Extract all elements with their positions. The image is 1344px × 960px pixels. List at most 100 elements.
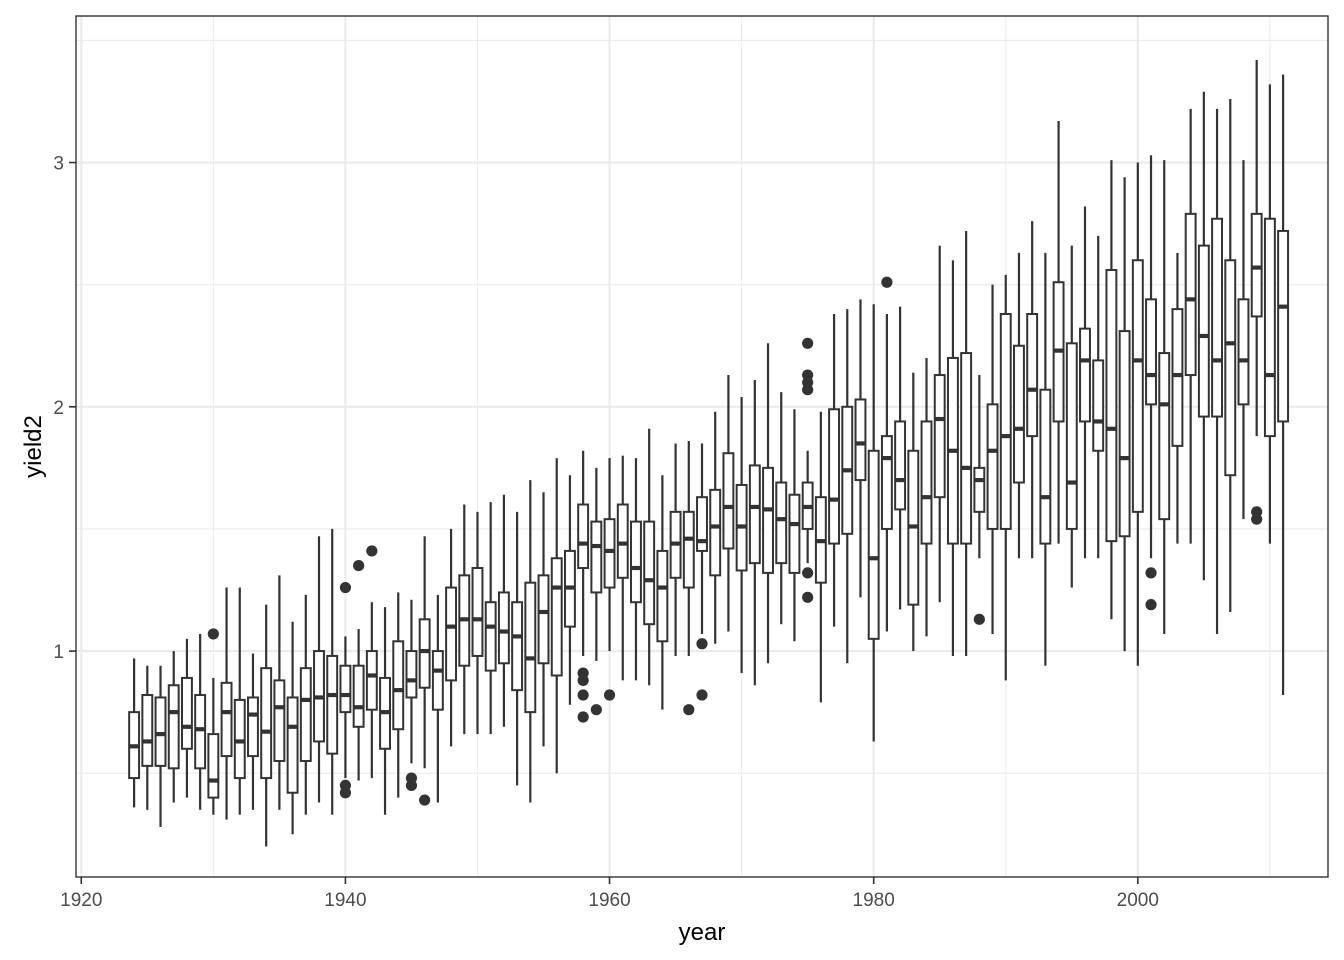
outlier-point	[802, 567, 814, 579]
box-iqr	[537, 574, 550, 665]
box-iqr	[867, 449, 880, 640]
y-tick-label: 1	[53, 642, 64, 663]
box-iqr	[1026, 312, 1039, 438]
box-1942	[365, 545, 378, 779]
box-1933	[247, 653, 259, 810]
box-iqr	[1079, 327, 1091, 423]
box-1971	[748, 379, 761, 686]
box-iqr	[986, 403, 999, 530]
box-iqr	[854, 398, 867, 482]
box-iqr	[167, 684, 180, 770]
box-1978	[841, 309, 854, 664]
box-1944	[392, 592, 405, 798]
box-iqr	[1263, 217, 1276, 438]
box-iqr	[603, 518, 616, 589]
outlier-point	[590, 704, 602, 716]
panel-border	[75, 15, 1329, 878]
box-iqr	[471, 567, 484, 657]
box-1948	[445, 528, 458, 747]
box-iqr	[392, 640, 405, 731]
box-1927	[167, 651, 180, 803]
box-iqr	[1250, 212, 1263, 318]
box-1945	[405, 599, 418, 792]
box-1999	[1118, 177, 1131, 652]
outlier-point	[353, 559, 365, 572]
y-tick-label: 2	[53, 398, 64, 419]
box-iqr	[722, 452, 735, 550]
box-iqr	[1013, 344, 1025, 484]
outlier-point	[577, 674, 589, 686]
y-axis: 1 2 3	[53, 154, 76, 663]
box-iqr	[260, 667, 273, 780]
box-1997	[1092, 235, 1105, 559]
box-iqr	[405, 650, 418, 699]
box-iqr	[207, 733, 220, 799]
x-tick-label: 1960	[588, 890, 630, 911]
box-iqr	[828, 408, 841, 545]
box-1938	[313, 536, 325, 803]
box-iqr	[709, 488, 722, 577]
y-tick-label: 3	[53, 154, 64, 175]
box-iqr	[616, 503, 629, 579]
box-iqr	[220, 681, 233, 758]
box-1960	[603, 458, 616, 701]
box-2004	[1184, 108, 1197, 544]
box-1947	[431, 594, 444, 803]
box-1962	[630, 458, 642, 681]
box-iqr	[973, 466, 986, 513]
x-tick-label: 1940	[324, 890, 366, 911]
box-1991	[1013, 252, 1025, 559]
box-2003	[1171, 252, 1184, 544]
box-iqr	[154, 696, 167, 767]
box-1924	[128, 658, 141, 808]
outlier-point	[683, 704, 695, 716]
outlier-point	[577, 689, 589, 701]
box-1963	[643, 428, 656, 686]
box-1993	[1039, 252, 1052, 666]
box-iqr	[1039, 388, 1052, 545]
box-iqr	[233, 698, 246, 780]
outlier-point	[366, 545, 378, 557]
x-axis-title: year	[679, 919, 726, 946]
box-iqr	[999, 312, 1012, 530]
outlier-point	[339, 581, 352, 594]
box-1967	[696, 443, 708, 701]
box-iqr	[880, 435, 893, 530]
box-1990	[999, 274, 1012, 681]
box-iqr	[788, 493, 801, 574]
box-iqr	[180, 676, 193, 750]
box-iqr	[960, 352, 973, 545]
box-1968	[709, 411, 722, 644]
box-1943	[379, 607, 391, 815]
box-1949	[458, 504, 471, 735]
box-iqr	[484, 601, 497, 672]
box-iqr	[1197, 244, 1210, 418]
box-1983	[907, 372, 920, 652]
box-iqr	[352, 664, 365, 728]
box-iqr	[511, 601, 524, 692]
box-1928	[180, 638, 193, 798]
box-iqr	[326, 654, 339, 755]
box-1941	[352, 559, 365, 781]
box-1975	[801, 337, 814, 603]
box-1952	[497, 494, 510, 727]
box-iqr	[550, 557, 563, 677]
box-1935	[273, 575, 286, 810]
box-2008	[1237, 160, 1250, 520]
box-1976	[814, 411, 827, 703]
box-1987	[960, 230, 973, 656]
outlier-point	[419, 794, 431, 806]
box-iqr	[656, 549, 669, 643]
outlier-point	[696, 638, 708, 650]
box-1940	[339, 581, 352, 799]
box-1969	[722, 375, 735, 632]
outlier-point	[339, 787, 352, 799]
box-2010	[1263, 84, 1276, 544]
x-axis: 1920 1940 1960 1980 2000	[60, 877, 1159, 911]
box-iqr	[1065, 342, 1078, 530]
box-1926	[154, 665, 167, 827]
box-iqr	[643, 520, 656, 626]
box-1989	[986, 284, 999, 634]
box-1994	[1052, 121, 1065, 544]
outlier-point	[696, 689, 708, 701]
